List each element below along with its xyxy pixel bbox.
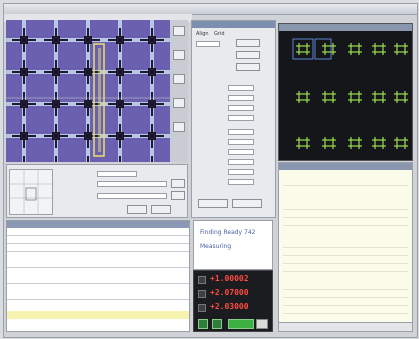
title-bar bbox=[4, 4, 417, 15]
param-field-10[interactable] bbox=[228, 179, 254, 185]
start-button[interactable] bbox=[198, 199, 228, 208]
settings-panel: Align Grid bbox=[191, 20, 276, 218]
camera-view[interactable] bbox=[6, 20, 188, 162]
readout-z-row: +2.03000 bbox=[198, 301, 270, 315]
end-button[interactable] bbox=[232, 199, 262, 208]
combo-field-1[interactable] bbox=[97, 171, 137, 177]
param-field-6[interactable] bbox=[228, 139, 254, 145]
light-icon[interactable] bbox=[173, 74, 185, 84]
reset-button[interactable] bbox=[236, 63, 260, 71]
tab-align[interactable]: Align bbox=[196, 31, 209, 37]
param-field-9[interactable] bbox=[228, 169, 254, 175]
param-field-7[interactable] bbox=[228, 149, 254, 155]
selected-pattern-box bbox=[292, 38, 314, 60]
stop-icon[interactable] bbox=[256, 319, 268, 329]
x-axis-icon bbox=[198, 276, 206, 284]
zoom-out-icon[interactable] bbox=[173, 50, 185, 60]
coordinate-readout: +1.00002 +2.07000 +2.03000 bbox=[193, 270, 273, 332]
report-panel bbox=[278, 162, 413, 332]
param-field-2[interactable] bbox=[228, 95, 254, 101]
ok-button[interactable] bbox=[127, 205, 147, 214]
mini-map[interactable] bbox=[9, 169, 53, 215]
slider-track-2[interactable] bbox=[97, 193, 167, 199]
menu-bar bbox=[4, 14, 192, 22]
param-field-5[interactable] bbox=[228, 129, 254, 135]
z-axis-icon bbox=[198, 304, 206, 312]
report-titlebar bbox=[279, 163, 412, 170]
table-titlebar bbox=[7, 221, 189, 228]
control-panel bbox=[6, 164, 188, 218]
camera-toolbar bbox=[170, 20, 188, 162]
grid-pattern-image bbox=[6, 20, 188, 162]
table-row-selected[interactable] bbox=[7, 311, 189, 319]
param-field-3[interactable] bbox=[228, 105, 254, 111]
settings-titlebar bbox=[192, 21, 275, 28]
option-field[interactable] bbox=[196, 41, 220, 47]
readout-x: +1.00002 bbox=[210, 274, 249, 283]
focus-icon[interactable] bbox=[173, 98, 185, 108]
readout-y-row: +2.07000 bbox=[198, 287, 270, 301]
readout-z: +2.03000 bbox=[210, 302, 249, 311]
apply-button[interactable] bbox=[171, 191, 185, 200]
cancel-button[interactable] bbox=[151, 205, 171, 214]
report-scrollbar[interactable] bbox=[279, 322, 412, 331]
param-field-1[interactable] bbox=[228, 85, 254, 91]
status-panel: Finding Ready 742 Measuring bbox=[193, 220, 273, 270]
readout-x-row: +1.00002 bbox=[198, 273, 270, 287]
readout-y: +2.07000 bbox=[210, 288, 249, 297]
move-button[interactable] bbox=[228, 319, 254, 329]
param-field-4[interactable] bbox=[228, 115, 254, 121]
stop-button[interactable] bbox=[236, 51, 260, 59]
pattern-titlebar bbox=[279, 24, 412, 31]
home-icon[interactable] bbox=[212, 319, 222, 329]
capture-icon[interactable] bbox=[173, 122, 185, 132]
tab-grid[interactable]: Grid bbox=[214, 31, 225, 37]
pattern-view[interactable] bbox=[278, 23, 413, 161]
results-table bbox=[6, 220, 190, 332]
run-button[interactable] bbox=[236, 39, 260, 47]
y-axis-icon bbox=[198, 290, 206, 298]
status-line-2: Measuring bbox=[200, 243, 232, 250]
param-field-8[interactable] bbox=[228, 159, 254, 165]
set-button[interactable] bbox=[171, 179, 185, 188]
slider-track[interactable] bbox=[97, 181, 167, 187]
selection-box bbox=[93, 43, 105, 157]
status-line-1: Finding Ready 742 bbox=[200, 229, 256, 236]
crosshair-grid bbox=[292, 38, 408, 149]
go-icon[interactable] bbox=[198, 319, 208, 329]
zoom-in-icon[interactable] bbox=[173, 26, 185, 36]
